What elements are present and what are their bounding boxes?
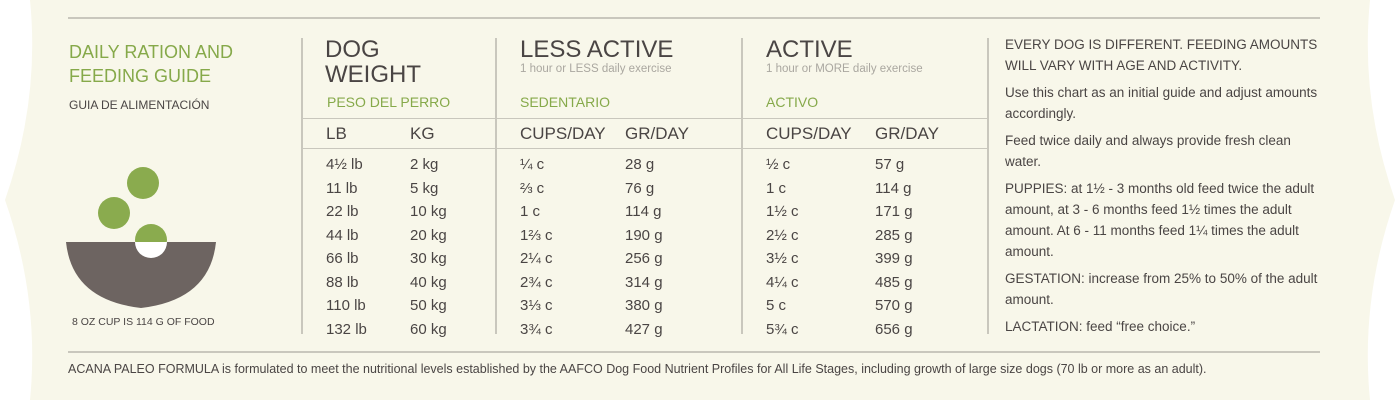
column-title: LESS ACTIVE [520, 36, 674, 63]
table-cell: 1⅔ c [520, 226, 553, 244]
table-cell: 190 g [625, 226, 663, 244]
table-cell: 4¼ c [766, 273, 799, 291]
rule [303, 148, 987, 149]
guide-title: DAILY RATION AND [69, 42, 234, 62]
divider [741, 38, 743, 334]
table-cell: 427 g [625, 320, 663, 338]
table-cell: 10 kg [410, 203, 447, 220]
column-title: DOG [325, 36, 380, 63]
column-title: WEIGHT [325, 61, 421, 88]
table-cell: 285 g [875, 226, 913, 244]
guide-subtitle: GUIA DE ALIMENTACIÓN [69, 98, 210, 112]
table-cell: 44 lb [326, 226, 359, 244]
table-cell: 57 g [875, 156, 905, 173]
cup-note: 8 OZ CUP IS 114 G OF FOOD [72, 316, 215, 328]
column-note: 1 hour or LESS daily exercise [520, 63, 672, 75]
table-cell: 1½ c [766, 203, 799, 220]
table-cell: 656 g [875, 320, 913, 338]
table-cell: 314 g [625, 273, 663, 291]
rule [303, 118, 987, 119]
table-cell: 110 lb [326, 297, 366, 314]
note: Use this chart as an initial guide and a… [1005, 85, 1318, 121]
table-cell: 2¾ c [520, 273, 553, 291]
table-cell: 570 g [875, 297, 913, 314]
table-cell: 60 kg [410, 320, 447, 338]
table-cell: 380 g [625, 297, 663, 314]
table-cell: 114 g [625, 203, 662, 220]
bowl-icon [66, 167, 216, 308]
divider [987, 38, 989, 334]
spanish-label: ACTIVO [766, 94, 819, 110]
table-cell: ¼ c [520, 156, 545, 173]
footer: ACANA PALEO FORMULA is formulated to mee… [68, 362, 1207, 376]
spanish-label: SEDENTARIO [520, 94, 610, 110]
note: GESTATION: increase from 25% to 50% of t… [1005, 271, 1318, 307]
table-cell: 28 g [625, 156, 655, 173]
column-header: CUPS/DAY [766, 124, 852, 143]
table-cell: 11 lb [326, 179, 358, 197]
table-cell: 2¼ c [520, 250, 553, 267]
bottom-rule [68, 351, 1320, 353]
table-cell: 3⅓ c [520, 297, 553, 314]
spanish-label: PESO DEL PERRO [327, 94, 451, 110]
top-rule [68, 17, 1320, 19]
table-cell: 3¾ c [520, 320, 553, 338]
table-cell: 20 kg [410, 226, 447, 244]
table-cell: 1 c [766, 179, 787, 197]
table-cell: 4½ lb [326, 156, 363, 173]
divider [495, 38, 497, 334]
table-cell: 171 g [875, 203, 913, 220]
table-cell: 256 g [625, 250, 663, 267]
note: LACTATION: feed “free choice.” [1005, 319, 1196, 334]
note: PUPPIES: at 1½ - 3 months old feed twice… [1005, 181, 1315, 259]
table-cell: 76 g [625, 179, 655, 197]
table-cell: 66 lb [326, 250, 359, 267]
table-cell: ⅔ c [520, 179, 545, 197]
column-header: GR/DAY [625, 124, 689, 143]
table-cell: 1 c [520, 203, 541, 220]
column-header: LB [326, 124, 347, 143]
table-cell: 2½ c [766, 226, 799, 244]
divider [301, 38, 303, 334]
column-title: ACTIVE [766, 36, 853, 63]
table-cell: 485 g [875, 273, 913, 291]
table-cell: 5 c [766, 297, 787, 314]
table-cell: 88 lb [326, 273, 359, 291]
table-cell: 3½ c [766, 250, 799, 267]
table-cell: 5 kg [410, 179, 439, 197]
column-header: GR/DAY [875, 124, 939, 143]
table-cell: 30 kg [410, 250, 447, 267]
table-cell: 2 kg [410, 156, 439, 173]
note: EVERY DOG IS DIFFERENT. FEEDING AMOUNTS … [1005, 37, 1318, 73]
column-header: KG [410, 124, 435, 143]
column-note: 1 hour or MORE daily exercise [766, 63, 923, 75]
column-header: CUPS/DAY [520, 124, 606, 143]
table-cell: ½ c [766, 156, 791, 173]
table-cell: 132 lb [326, 320, 367, 338]
guide-title: FEEDING GUIDE [69, 66, 212, 86]
notes: EVERY DOG IS DIFFERENT. FEEDING AMOUNTS … [1005, 34, 1325, 343]
table-cell: 22 lb [326, 203, 359, 220]
note: Feed twice daily and always provide fres… [1005, 133, 1291, 169]
table-cell: 40 kg [410, 273, 447, 291]
table-cell: 5¾ c [766, 320, 799, 338]
table-cell: 50 kg [410, 297, 447, 314]
table-cell: 399 g [875, 250, 913, 267]
table-cell: 114 g [875, 179, 912, 197]
